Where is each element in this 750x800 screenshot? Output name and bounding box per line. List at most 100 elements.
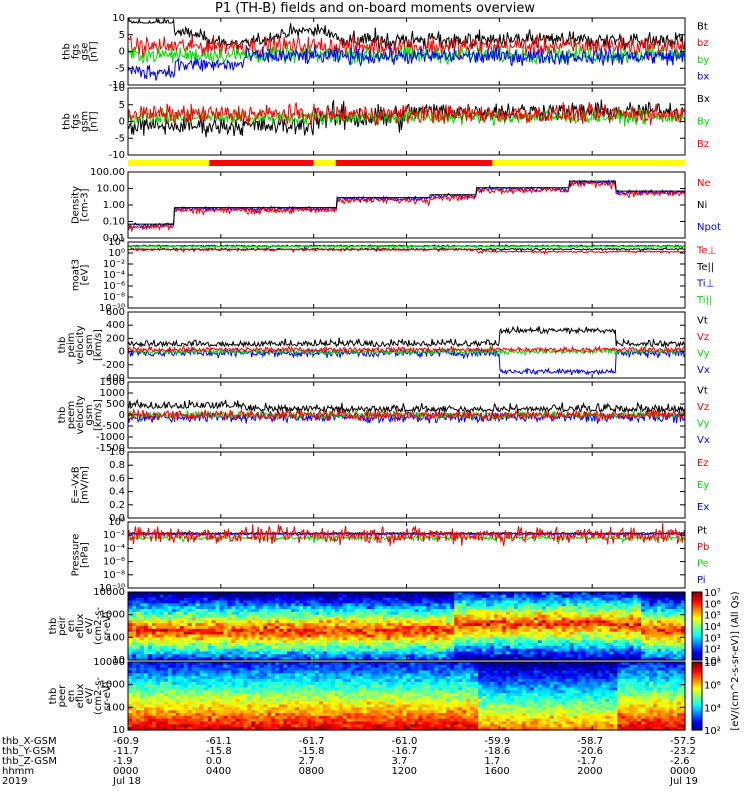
spectrogram-cell	[657, 634, 662, 638]
spectrogram-cell	[609, 640, 614, 644]
spectrogram-cell	[338, 617, 344, 621]
spectrogram-cell	[466, 645, 471, 650]
spectrogram-cell	[641, 631, 646, 636]
spectrogram-cell	[287, 684, 292, 689]
ylabel-line: peim	[66, 332, 77, 357]
spectrogram-cell	[227, 681, 233, 686]
spectrogram-cell	[482, 643, 487, 647]
spectrogram-cell	[330, 693, 336, 697]
spectrogram-cell	[617, 620, 622, 624]
spectrogram-cell	[366, 628, 372, 633]
spectrogram-cell	[613, 643, 618, 647]
spectrogram-cell	[243, 626, 248, 630]
spectrogram-cell	[291, 597, 296, 602]
spectrogram-cell	[199, 684, 205, 689]
spectrogram-cell	[199, 592, 205, 596]
spectrogram-cell	[633, 597, 638, 602]
spectrogram-cell	[275, 667, 280, 672]
spectrogram-cell	[633, 654, 638, 658]
spectrogram-cell	[279, 670, 284, 674]
spectrogram-cell	[243, 657, 248, 661]
spectrogram-cell	[283, 690, 288, 694]
spectrogram-cell	[569, 614, 575, 619]
spectrogram-cell	[215, 679, 221, 683]
spectrogram-cell	[271, 654, 276, 658]
spectrogram-cell	[271, 684, 276, 689]
spectrogram-cell	[645, 654, 650, 658]
spectrogram-cell	[366, 654, 372, 658]
spectrogram-cell	[593, 648, 599, 653]
spectrogram-cell	[633, 651, 638, 655]
spectrogram-cell	[442, 603, 447, 607]
spectrogram-cell	[147, 645, 153, 650]
spectrogram-cell	[354, 640, 360, 644]
spectrogram-cell	[506, 592, 511, 596]
spectrogram-cell	[287, 609, 292, 613]
spectrogram-cell	[167, 614, 173, 619]
spectrogram-cell	[362, 594, 368, 599]
spectrogram-cell	[394, 603, 400, 607]
spectrogram-cell	[315, 611, 320, 616]
spectrogram-cell	[151, 606, 157, 610]
spectrogram-cell	[482, 592, 487, 596]
spectrogram-cell	[175, 594, 181, 599]
spectrogram-cell	[677, 640, 682, 644]
spectrogram-cell	[629, 634, 634, 638]
spectrogram-cell	[159, 727, 165, 731]
spectrogram-cell	[191, 713, 197, 717]
spectrogram-cell	[486, 609, 491, 613]
spectrogram-cell	[585, 600, 591, 604]
spectrogram-cell	[223, 670, 229, 674]
spectrogram-cell	[446, 651, 451, 655]
spectrogram-cell	[183, 707, 189, 711]
spectrogram-cell	[199, 667, 205, 672]
spectrogram-cell	[247, 643, 252, 647]
vt-ion-line	[127, 325, 686, 349]
spectrogram-cell	[442, 631, 447, 636]
spectrogram-cell	[434, 631, 439, 636]
spectrogram-cell	[422, 648, 427, 653]
spectrogram-cell	[601, 631, 607, 636]
spectrogram-cell	[418, 597, 423, 602]
spectrogram-cell	[239, 640, 244, 644]
spectrogram-cell	[167, 670, 173, 674]
spectrogram-cell	[291, 600, 296, 604]
spectrogram-cell	[291, 664, 296, 669]
spectrogram-cell	[267, 603, 272, 607]
spectrogram-cell	[219, 696, 225, 700]
legend-Vx: Vx	[697, 435, 710, 446]
spectrogram-cell	[291, 713, 296, 717]
spectrogram-cell	[132, 696, 137, 700]
spectrogram-cell	[541, 628, 547, 633]
spectrogram-cell	[374, 654, 380, 658]
spectrogram-cell	[195, 594, 201, 599]
spectrogram-cell	[474, 623, 479, 627]
spectrogram-cell	[386, 657, 392, 661]
spectrogram-cell	[136, 640, 141, 644]
spectrogram-cell	[422, 606, 427, 610]
spectrogram-cell	[235, 679, 240, 683]
spectrogram-cell	[386, 626, 392, 630]
spectrogram-cell	[326, 643, 332, 647]
spectrogram-cell	[147, 631, 153, 636]
spectrogram-cell	[633, 620, 638, 624]
spectrogram-cell	[649, 657, 654, 661]
spectrogram-cell	[645, 600, 650, 604]
legend-by: by	[697, 55, 709, 66]
spectrogram-cell	[513, 654, 519, 658]
spectrogram-cell	[565, 620, 571, 624]
spectrogram-cell	[151, 724, 157, 728]
spectrogram-cell	[235, 600, 240, 604]
spectrogram-cell	[506, 603, 511, 607]
spectrogram-cell	[370, 626, 376, 630]
spectrogram-cell	[370, 592, 376, 596]
spectrogram-cell	[326, 654, 332, 658]
spectrogram-cell	[434, 651, 439, 655]
spectrogram-cell	[251, 684, 256, 689]
spectrogram-cell	[681, 643, 686, 647]
spectrogram-cell	[211, 609, 217, 613]
legend-Pe: Pe	[697, 558, 709, 569]
spectrogram-cell	[207, 676, 213, 680]
spectrogram-cell	[629, 594, 634, 599]
spectrogram-cell	[354, 592, 360, 596]
